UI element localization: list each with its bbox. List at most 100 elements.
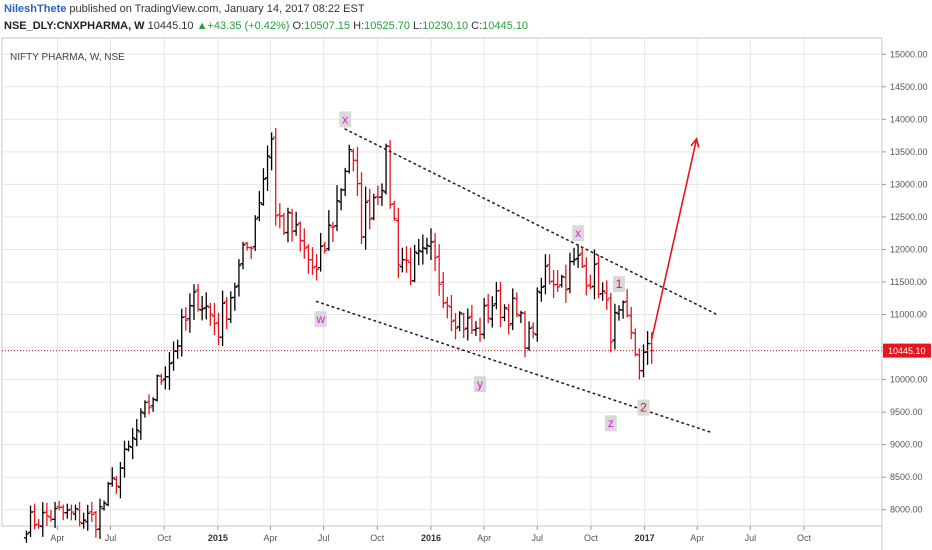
published-text: published on TradingView.com, January 14…: [69, 3, 365, 15]
price-tick-label: 13000.00: [890, 179, 928, 189]
ohlc-bar: [481, 297, 487, 339]
ohlc-bar: [52, 501, 58, 528]
ohlc-bar: [502, 304, 508, 322]
time-tick-label: 2016: [421, 533, 441, 543]
ohlc-bar: [318, 232, 324, 272]
channel-upper-line: [344, 128, 718, 316]
price-tick-label: 11500.00: [890, 277, 927, 287]
ohlc-bar: [72, 504, 78, 521]
ohlc-bar: [579, 247, 585, 269]
price-tick-label: 12500.00: [890, 212, 928, 222]
ohlc-bar: [89, 501, 95, 522]
ohlc-bar: [301, 228, 307, 259]
ohlc-bar: [269, 132, 275, 171]
ohlc-bar: [36, 519, 42, 529]
time-tick-label: Apr: [50, 533, 64, 543]
publish-line: NileshThete published on TradingView.com…: [4, 3, 365, 15]
ohlc-bar: [232, 282, 238, 311]
time-axis: Apr Jul Oct 2015 Apr Jul Oct 2016 Apr Jul Oct 2017 A…: [50, 526, 812, 543]
time-tick-label: 2015: [208, 533, 228, 543]
ohlc-bar: [514, 292, 520, 318]
ohlc-bar: [77, 501, 83, 527]
ohlc-bar: [436, 244, 442, 296]
wave-label-box: [339, 111, 352, 128]
high-label: H:: [353, 20, 365, 32]
ohlc-bar: [608, 292, 614, 353]
ohlc-bar: [64, 503, 70, 519]
close-value: 10445.10: [482, 20, 529, 32]
ohlc-bar: [363, 186, 369, 250]
ohlc-bar: [113, 476, 119, 494]
ohlc-bar: [85, 504, 91, 531]
wave-label: x: [342, 112, 348, 126]
author-name[interactable]: NileshThete: [4, 3, 67, 15]
time-tick-label: Jul: [531, 533, 543, 543]
drawing-overlays: 10445.10 x w y x z 1 2: [2, 111, 931, 434]
time-tick-label: Apr: [690, 533, 704, 543]
ohlc-bar: [563, 264, 569, 303]
ohlc-bar: [260, 168, 266, 206]
ohlc-bar: [624, 289, 630, 318]
time-tick-label: Jul: [105, 533, 117, 543]
ohlc-bar: [420, 234, 426, 265]
ohlc-bar: [534, 287, 540, 342]
ohlc-bar: [203, 292, 209, 320]
wave-label-box: [612, 275, 625, 292]
ohlc-bar: [489, 296, 495, 328]
ohlc-bar: [506, 303, 512, 335]
price-tick-label: 15000.00: [890, 49, 928, 59]
ohlc-bar: [248, 246, 254, 260]
ohlc-bar: [183, 307, 189, 331]
ohlc-bar: [23, 530, 29, 543]
close-label: C:: [471, 20, 483, 32]
wave-label: y: [477, 377, 483, 391]
ohlc-bar: [134, 419, 140, 447]
ohlc-bar: [448, 294, 454, 332]
chart-background: [0, 36, 932, 550]
price-chart[interactable]: NIFTY PHARMA, W, NSE 8000.00 8500.00 9000.…: [0, 36, 932, 550]
change-value: +43.35 (+0.42%): [207, 20, 290, 32]
wave-label-box: [604, 415, 617, 432]
ohlc-bar: [379, 183, 385, 206]
ohlc-bar: [526, 321, 532, 351]
price-tick-label: 14000.00: [890, 114, 928, 124]
ohlc-bar: [265, 145, 271, 191]
ohlc-bar: [326, 210, 332, 251]
ohlc-bar: [559, 274, 565, 288]
projection-arrow-line: [650, 138, 698, 340]
ohlc-bar: [403, 246, 409, 273]
ohlc-bar: [314, 254, 320, 281]
ohlc-bar: [530, 322, 536, 339]
chart-title: NIFTY PHARMA, W, NSE: [10, 52, 125, 63]
ohlc-bar: [126, 440, 132, 452]
projection-arrow-head: [690, 137, 700, 148]
ohlc-bar: [101, 500, 107, 511]
time-tick-label: Jul: [318, 533, 330, 543]
ohlc-bar: [220, 290, 226, 346]
ohlc-bar: [330, 221, 336, 243]
time-tick-label: 2017: [635, 533, 655, 543]
ohlc-bar: [109, 467, 115, 487]
wave-label: w: [315, 312, 325, 326]
ohlc-bar: [322, 241, 328, 254]
ohlc-bar: [428, 228, 434, 261]
ohlc-bar: [346, 144, 352, 174]
ohlc-bar: [252, 215, 258, 251]
open-value: 10507.15: [304, 20, 351, 32]
ohlc-bar: [538, 277, 544, 302]
symbol-label[interactable]: NSE_DLY:CNXPHARMA, W: [4, 20, 145, 32]
time-tick-label: Oct: [584, 533, 599, 543]
ohlc-bar: [273, 127, 279, 226]
ohlc-bar: [44, 502, 50, 526]
ohlc-bar: [457, 311, 463, 332]
ohlc-bar: [81, 512, 87, 529]
time-tick-label: Oct: [157, 533, 172, 543]
ohlc-bar: [571, 247, 577, 266]
ohlc-bar: [309, 247, 315, 275]
ohlc-bar: [444, 296, 450, 319]
ohlc-bar: [542, 254, 548, 295]
low-value: 10230.10: [422, 20, 469, 32]
price-tick-label: 8500.00: [890, 472, 923, 482]
ohlc-bar: [285, 207, 291, 243]
last-price-label: 10445.10: [888, 346, 926, 356]
